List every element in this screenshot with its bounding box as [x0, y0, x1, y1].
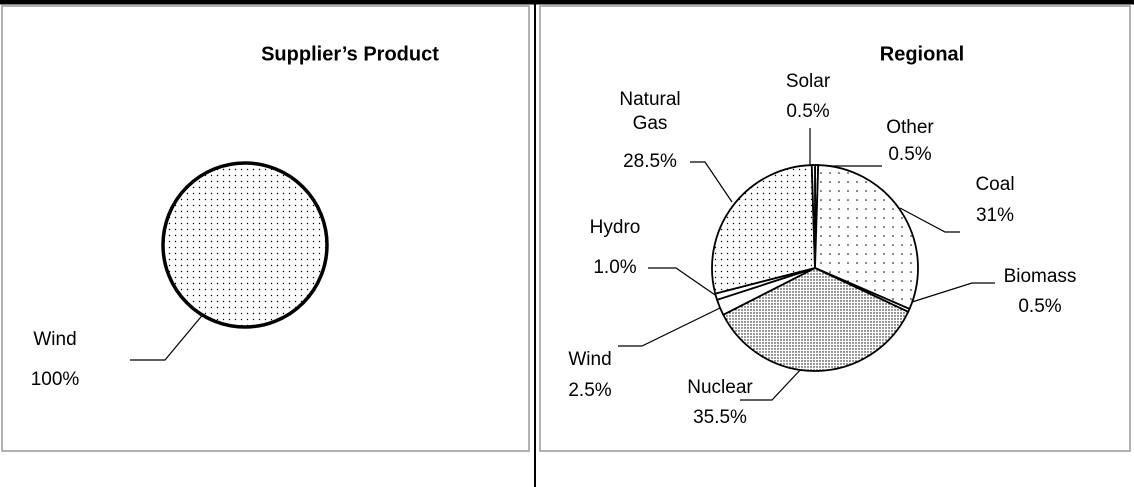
chart-title: Regional — [879, 43, 965, 66]
slice-name: Other — [886, 117, 934, 138]
slice-value-label: 0.5% — [1018, 296, 1062, 317]
slice-name: Nuclear — [687, 377, 753, 398]
slice-name: Coal — [975, 174, 1015, 195]
slice-value-label: 31% — [975, 205, 1015, 226]
slice-value-label: 35.5% — [693, 407, 747, 428]
pie-slice — [161, 161, 329, 329]
slice-value-label: 2.5% — [568, 380, 612, 401]
slice-name: Biomass — [1003, 266, 1077, 287]
slice-name: Wind — [33, 329, 77, 350]
slice-name: Natural Gas — [619, 89, 681, 134]
pie-slice — [814, 164, 919, 310]
pie-slice — [810, 164, 816, 269]
slice-value-label: 28.5% — [623, 151, 677, 172]
slice-name: Wind — [568, 349, 612, 370]
frame — [539, 5, 1131, 452]
slice-value-label: 100% — [30, 369, 80, 390]
slice-name: Solar — [785, 71, 831, 92]
pie-slice — [711, 164, 816, 295]
leader-lines — [130, 128, 995, 401]
slice-value-label: 1.0% — [593, 257, 637, 278]
slice-name: Hydro — [589, 217, 641, 238]
frame — [1, 5, 530, 452]
slice-value-label: 0.5% — [888, 144, 932, 165]
pie-slice — [722, 267, 910, 372]
slice-value-label: 0.5% — [786, 101, 830, 122]
chart-title: Supplier’s Product — [261, 43, 439, 66]
